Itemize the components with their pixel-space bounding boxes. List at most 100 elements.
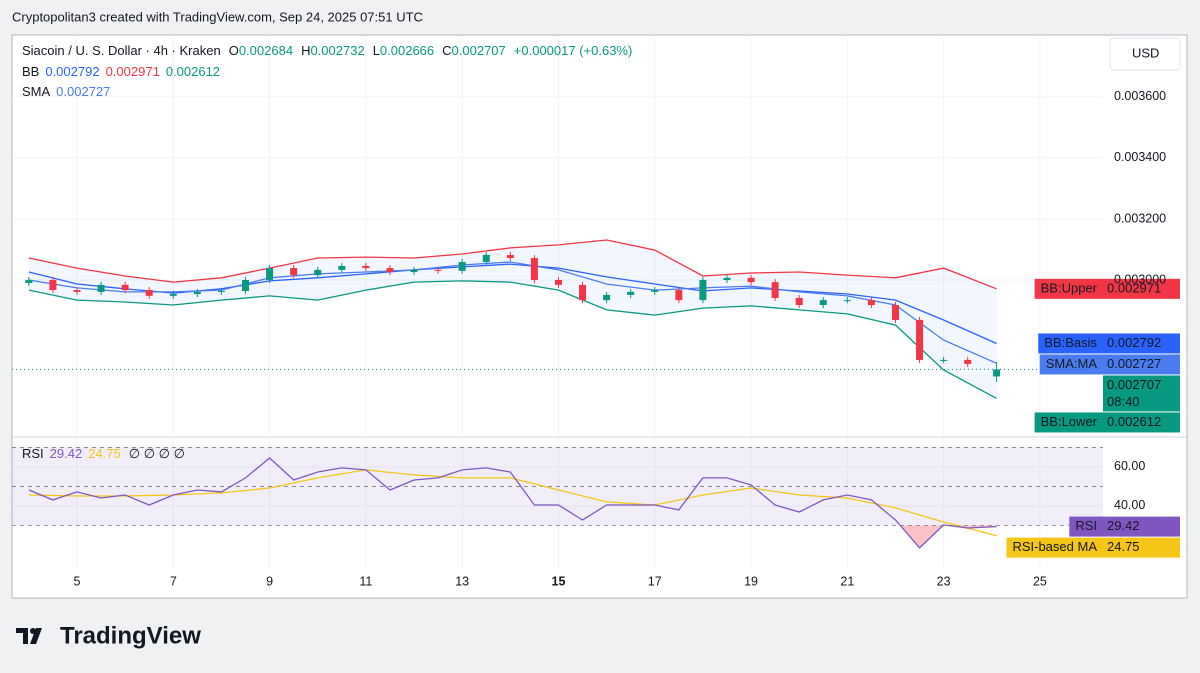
x-tick-label: 19 (744, 574, 758, 588)
overlay-layer: Siacoin / U. S. Dollar · 4h · Kraken O0.0… (22, 43, 1180, 558)
badge-label: BB:Upper (1041, 280, 1098, 295)
currency-button[interactable] (1109, 37, 1181, 71)
badge-value: 0.002971 (1107, 280, 1161, 295)
x-tick-label: 13 (455, 574, 469, 588)
y-tick-label: 60.00 (1114, 459, 1145, 473)
badge-label-box (1069, 516, 1103, 537)
legend-item: 0.002666 (380, 43, 434, 58)
x-tick-label: 7 (170, 574, 177, 588)
indicator-line (28, 280, 997, 399)
legend-item: O (229, 43, 239, 58)
x-tick-label: 11 (359, 574, 372, 588)
candle-body (121, 284, 129, 291)
chart-frame (11, 34, 1188, 599)
logo-mark (16, 628, 42, 644)
candle-body (217, 290, 225, 292)
candle-body (169, 294, 177, 296)
x-tick-label: 15 (552, 574, 566, 588)
candle-body (386, 268, 394, 273)
badge-label: SMA:MA (1046, 356, 1098, 371)
candle-body (530, 258, 538, 280)
badge-value: 0.002612 (1107, 414, 1161, 429)
legend-item: 24.75 (88, 446, 121, 461)
badge-value: 0.002707 (1107, 377, 1161, 392)
legend-item: C (442, 43, 451, 58)
candle-body (627, 291, 635, 295)
candle-body (579, 284, 587, 301)
legend-row: Siacoin / U. S. Dollar · 4h · Kraken O0.0… (22, 43, 632, 58)
candle-body (964, 359, 972, 364)
x-tick-label: 9 (266, 574, 273, 588)
x-tick-label: 23 (937, 574, 951, 588)
candle-body (145, 290, 153, 296)
candle-body (49, 279, 57, 291)
candle-body (266, 268, 274, 280)
candle-body (940, 359, 948, 361)
candle-body (819, 300, 827, 306)
y-tick-label: 0.003200 (1114, 211, 1166, 225)
legend-item: 0.002971 (106, 64, 160, 79)
candle-body (723, 277, 731, 280)
legend-item: BB (22, 64, 39, 79)
candle-body (867, 300, 875, 306)
legend-row: SMA 0.002727 (22, 84, 110, 99)
badge-label-box (1006, 537, 1103, 558)
legend-item: L (373, 43, 380, 58)
badge-label: RSI-based MA (1012, 539, 1097, 554)
indicator-line (28, 239, 997, 290)
rsi-pane (12, 447, 1103, 549)
badge-label-box (1034, 412, 1103, 433)
legend-item: 0.002684 (239, 43, 293, 58)
badge-label: RSI (1075, 518, 1097, 533)
legend-item: SMA (22, 84, 51, 99)
legend-item: 29.42 (50, 446, 83, 461)
badge-label: BB:Lower (1041, 414, 1098, 429)
attribution: Cryptopolitan3 created with TradingView.… (12, 9, 423, 24)
rsi-line (28, 469, 997, 537)
candle-body (73, 290, 81, 292)
candle-body (771, 282, 779, 298)
brand-logo (16, 628, 42, 644)
x-tick-label: 17 (648, 574, 662, 588)
badge-value-box (1103, 412, 1180, 433)
indicator-line (28, 261, 997, 364)
badge-value-box (1103, 516, 1180, 537)
legend-item: +0.000017 (+0.63%) (514, 43, 633, 58)
legend-item: Siacoin / U. S. Dollar · 4h · Kraken (22, 43, 221, 58)
badge-value-box (1103, 333, 1180, 354)
x-tick-label: 25 (1033, 574, 1047, 588)
rsi-line (28, 457, 997, 549)
legend-item: ∅ ∅ ∅ ∅ (129, 446, 185, 461)
badge-value: 29.42 (1107, 518, 1140, 533)
badge-value: 24.75 (1107, 539, 1140, 554)
candle-body (675, 290, 683, 301)
candle-body (554, 279, 562, 285)
legend-item: 0.002612 (166, 64, 220, 79)
badge-value-box (1103, 354, 1180, 375)
badge-label-box (1034, 278, 1103, 299)
y-tick-label: 0.003400 (1114, 150, 1166, 164)
y-tick-label: 0.003600 (1114, 89, 1166, 103)
legend-row: RSI 29.42 24.75 ∅ ∅ ∅ ∅ (22, 446, 185, 461)
legend-item: H (301, 43, 310, 58)
candle-body (843, 300, 851, 302)
candle-body (242, 279, 250, 291)
badge-label: BB:Basis (1044, 335, 1097, 350)
y-tick-label: 40.00 (1114, 498, 1145, 512)
legend-item: 0.002727 (56, 84, 110, 99)
badge-label-box (1039, 354, 1103, 375)
badge-value-box (1103, 375, 1180, 412)
candle-body (25, 279, 33, 284)
candle-body (97, 284, 105, 292)
candle-body (891, 305, 899, 320)
candle-body (651, 290, 659, 292)
badge-label-box (1038, 333, 1103, 354)
candle-body (699, 279, 707, 301)
badge-value: 0.002792 (1107, 335, 1161, 350)
x-tick-label: 21 (840, 574, 854, 588)
candle-body (290, 268, 298, 276)
currency[interactable]: USD (1132, 45, 1159, 60)
y-tick-label: 0.003000 (1114, 272, 1166, 286)
